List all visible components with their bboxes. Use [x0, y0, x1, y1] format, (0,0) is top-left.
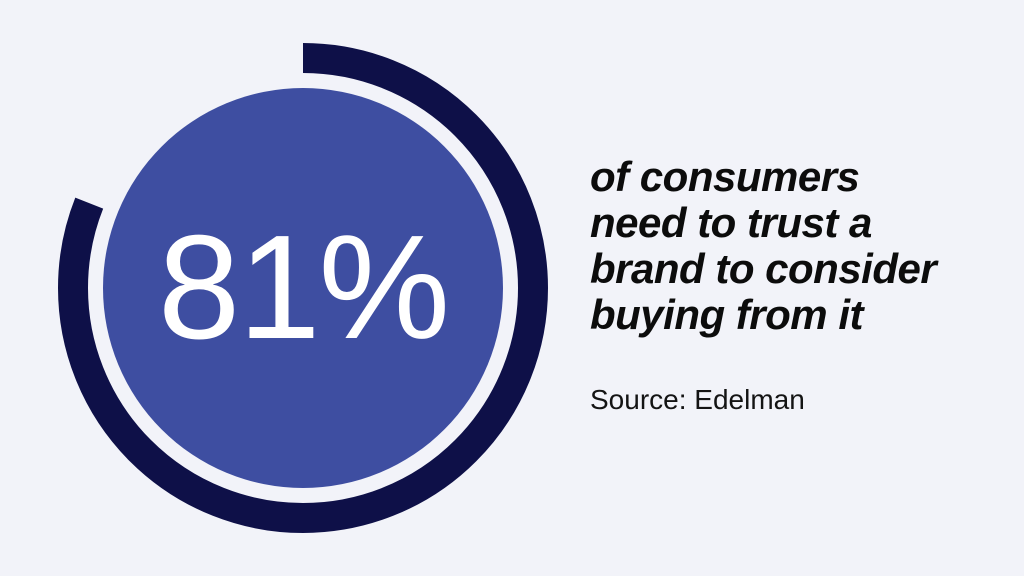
stat-line: need to trust a	[590, 199, 872, 246]
stat-text-block: of consumers need to trust a brand to co…	[590, 154, 1000, 338]
percent-value: 81%	[157, 205, 450, 370]
source-text: Source: Edelman	[590, 384, 805, 415]
stat-line: of consumers	[590, 153, 860, 200]
stat-line: buying from it	[590, 291, 863, 338]
stat-text: of consumers need to trust a brand to co…	[590, 154, 1000, 338]
percent-disc	[103, 88, 503, 488]
progress-ring-arc	[58, 43, 548, 533]
stat-line: brand to consider	[590, 245, 937, 292]
